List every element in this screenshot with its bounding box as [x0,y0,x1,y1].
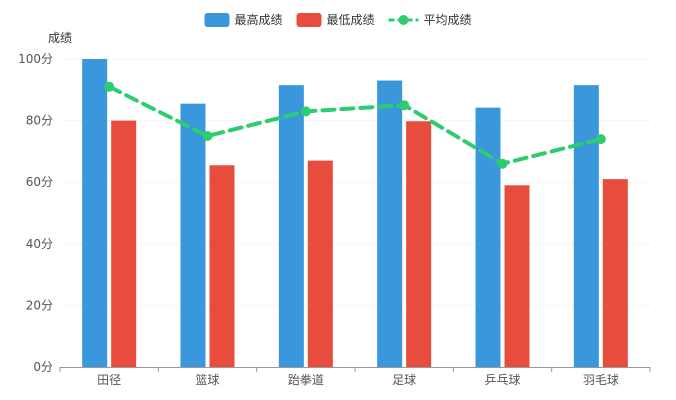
legend-swatch [204,13,230,27]
bars [82,59,628,368]
bar[interactable] [209,165,235,367]
y-tick-label: 100分 [18,52,53,66]
line-point[interactable] [497,158,508,169]
bar[interactable] [573,85,599,368]
line-point[interactable] [104,81,115,92]
series-line [107,84,603,166]
legend-label: 最高成绩 [235,12,283,27]
legend-item[interactable]: 平均成绩 [388,13,472,27]
y-tick-label: 60分 [26,175,53,189]
bar[interactable] [377,80,403,367]
line-point[interactable] [202,131,213,141]
bar[interactable] [602,179,628,367]
y-tick-label: 0分 [33,360,53,374]
grid-lines [60,58,650,306]
bar[interactable] [504,185,530,367]
legend-swatch [296,13,322,27]
x-tick-label: 篮球 [195,372,219,387]
bar[interactable] [475,107,501,367]
legend-item[interactable]: 最高成绩 [204,12,283,27]
legend-swatch-dot [398,15,409,25]
y-tick-label: 20分 [26,298,53,312]
legend-label: 平均成绩 [424,13,472,27]
x-tick-label: 田径 [97,373,121,387]
legend[interactable]: 最高成绩 最低成绩 平均成绩 [204,12,472,27]
bar[interactable] [307,160,333,367]
bar[interactable] [180,103,206,367]
line-point[interactable] [595,134,606,145]
bar[interactable] [406,121,432,367]
y-tick-label: 40分 [26,237,53,251]
line-point[interactable] [300,106,311,117]
y-tick-label: 80分 [26,114,53,128]
x-tick-label: 跆拳道 [288,372,324,387]
bar[interactable] [111,120,137,367]
x-tick-label: 乒乓球 [484,373,520,387]
legend-label: 最低成绩 [327,13,375,27]
legend-item[interactable]: 最低成绩 [296,13,375,27]
x-tick-label: 羽毛球 [583,373,619,387]
line-point[interactable] [399,100,410,111]
x-tick-label: 足球 [392,373,416,387]
bar[interactable] [82,59,108,367]
y-axis-title: 成绩 [48,31,72,45]
bar[interactable] [278,85,304,368]
line-series [104,81,606,169]
